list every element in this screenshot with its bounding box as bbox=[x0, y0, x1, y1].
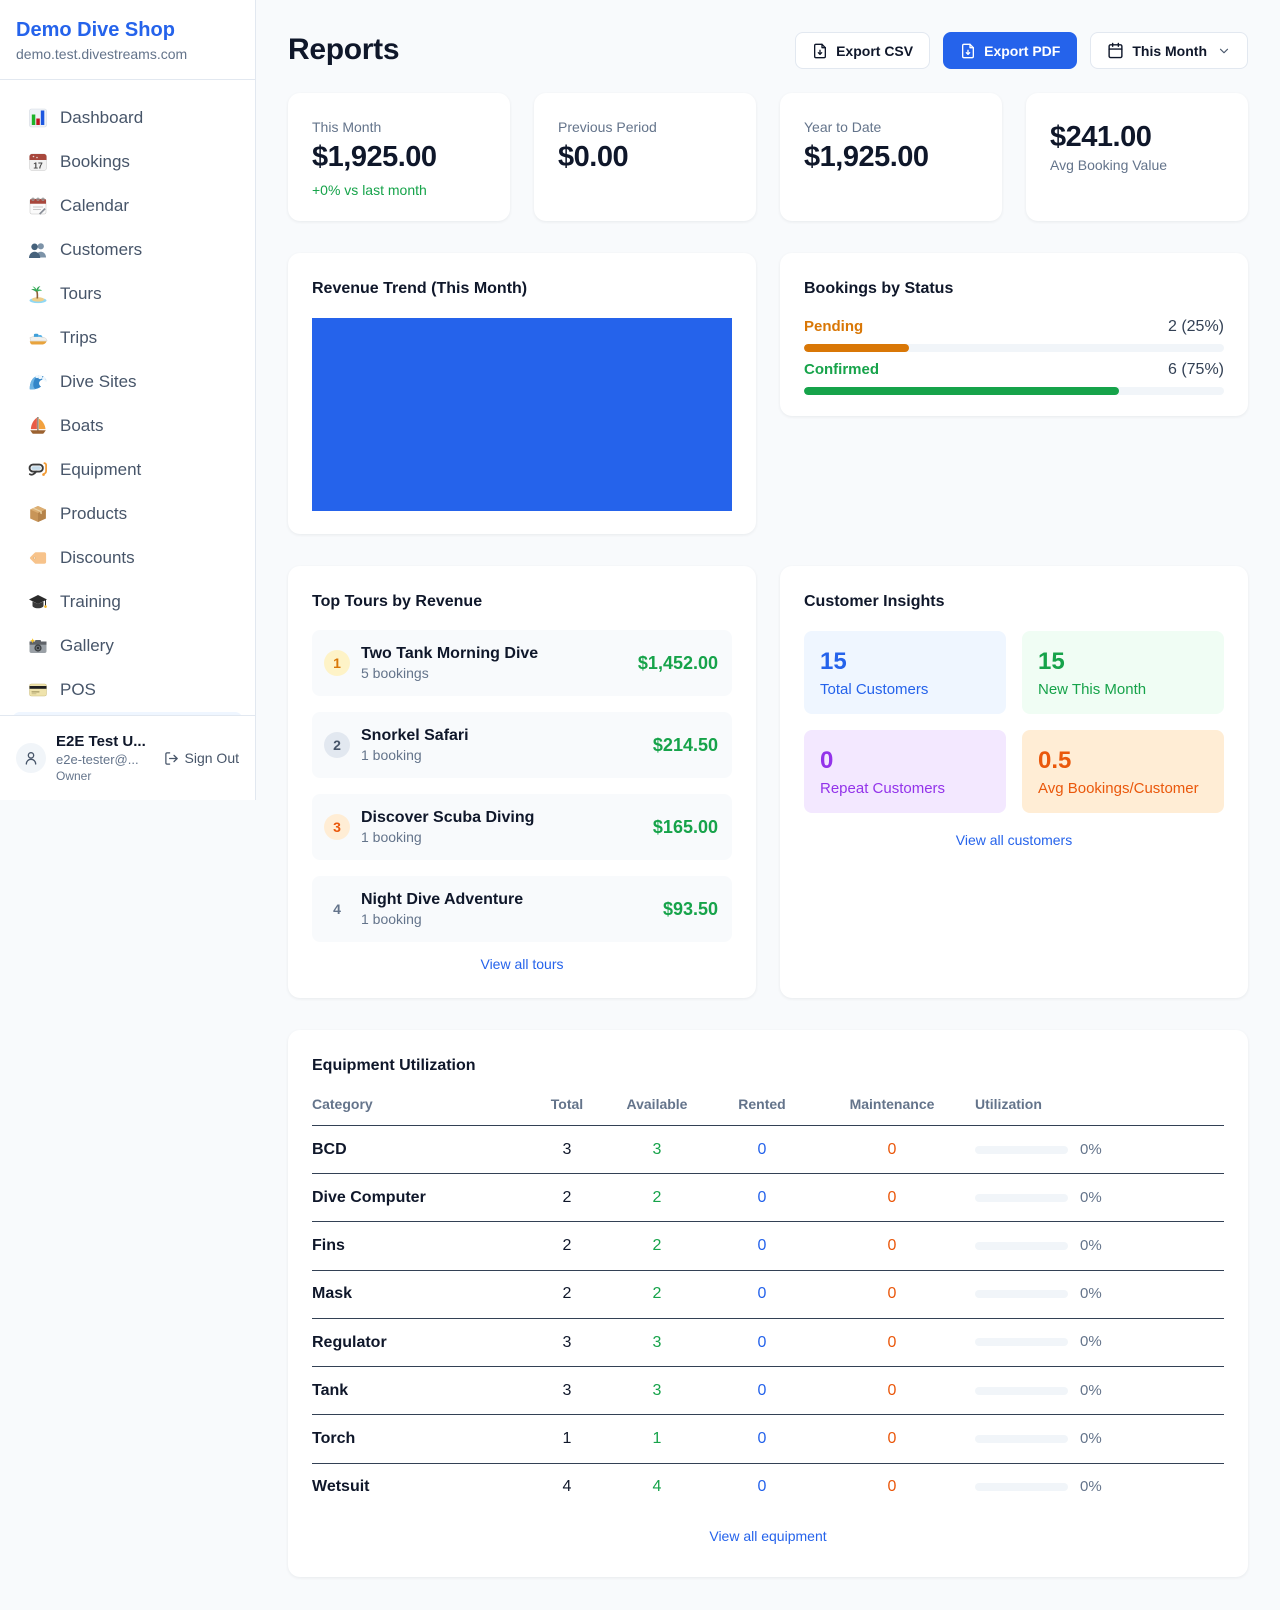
svg-text:17: 17 bbox=[33, 161, 43, 171]
